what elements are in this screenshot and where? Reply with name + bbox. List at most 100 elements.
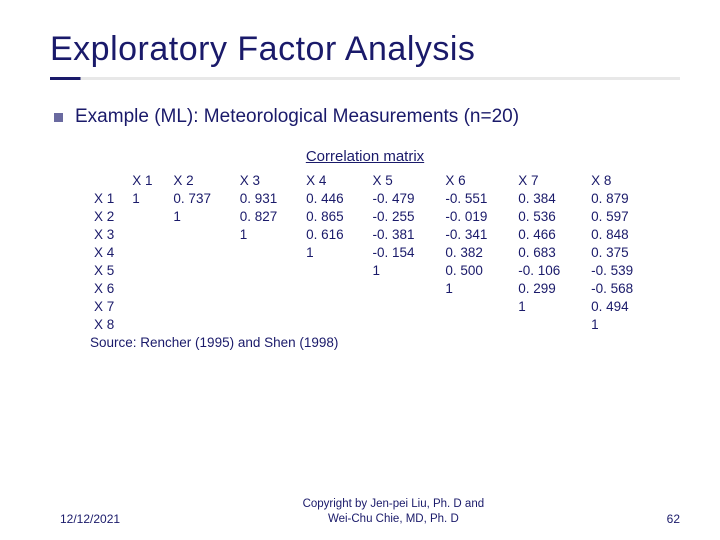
- footer-copyright: Copyright by Jen-pei Liu, Ph. D and Wei-…: [120, 497, 667, 526]
- subtitle-text: Example (ML): Meteorological Measurement…: [75, 106, 519, 128]
- cell: [169, 225, 235, 243]
- matrix-heading: Correlation matrix: [50, 148, 680, 165]
- cell: [169, 243, 235, 261]
- cell: 1: [441, 279, 514, 297]
- cell: [236, 243, 302, 261]
- cell: [514, 315, 587, 333]
- bullet-item: Example (ML): Meteorological Measurement…: [54, 106, 680, 128]
- cell: -0. 539: [587, 261, 660, 279]
- col-header: X 4: [302, 171, 368, 189]
- cell: 0. 827: [236, 207, 302, 225]
- square-bullet-icon: [54, 113, 63, 122]
- cell: 0. 384: [514, 189, 587, 207]
- cell: 0. 466: [514, 225, 587, 243]
- cell: [368, 279, 441, 297]
- cell: 0. 879: [587, 189, 660, 207]
- col-header: X 2: [169, 171, 235, 189]
- cell: 0. 616: [302, 225, 368, 243]
- cell: [128, 279, 169, 297]
- source-citation: Source: Rencher (1995) and Shen (1998): [90, 335, 680, 350]
- cell: [236, 279, 302, 297]
- cell: 0. 737: [169, 189, 235, 207]
- cell: -0. 106: [514, 261, 587, 279]
- cell: [302, 297, 368, 315]
- cell: -0. 479: [368, 189, 441, 207]
- cell: [128, 261, 169, 279]
- cell: 0. 536: [514, 207, 587, 225]
- row-header: X 8: [90, 315, 128, 333]
- cell: 1: [514, 297, 587, 315]
- cell: 0. 597: [587, 207, 660, 225]
- cell: 0. 683: [514, 243, 587, 261]
- cell: -0. 568: [587, 279, 660, 297]
- cell: 0. 375: [587, 243, 660, 261]
- cell: [236, 315, 302, 333]
- cell: 0. 446: [302, 189, 368, 207]
- col-header: X 6: [441, 171, 514, 189]
- cell: [302, 261, 368, 279]
- cell: 0. 299: [514, 279, 587, 297]
- cell: [128, 315, 169, 333]
- table-row: X 7 1 0. 494: [90, 297, 660, 315]
- cell: [128, 297, 169, 315]
- cell: [302, 279, 368, 297]
- cell: 1: [236, 225, 302, 243]
- row-header: X 4: [90, 243, 128, 261]
- cell: 0. 494: [587, 297, 660, 315]
- cell: [236, 261, 302, 279]
- cell: -0. 381: [368, 225, 441, 243]
- copyright-line: Copyright by Jen-pei Liu, Ph. D and: [303, 498, 485, 510]
- cell: [169, 297, 235, 315]
- table-row: X 6 1 0. 299 -0. 568: [90, 279, 660, 297]
- slide-footer: 12/12/2021 Copyright by Jen-pei Liu, Ph.…: [0, 497, 720, 526]
- cell: [441, 315, 514, 333]
- cell: -0. 551: [441, 189, 514, 207]
- cell: 1: [302, 243, 368, 261]
- row-header: X 7: [90, 297, 128, 315]
- row-header: X 1: [90, 189, 128, 207]
- col-header: X 8: [587, 171, 660, 189]
- cell: 0. 500: [441, 261, 514, 279]
- cell: [302, 315, 368, 333]
- cell: 1: [587, 315, 660, 333]
- row-header: X 3: [90, 225, 128, 243]
- correlation-matrix: X 1 X 2 X 3 X 4 X 5 X 6 X 7 X 8 X 1 1 0.…: [90, 171, 660, 333]
- cell: 0. 382: [441, 243, 514, 261]
- col-header: X 7: [514, 171, 587, 189]
- col-header: X 5: [368, 171, 441, 189]
- cell: [368, 315, 441, 333]
- cell: [169, 279, 235, 297]
- row-header: X 2: [90, 207, 128, 225]
- copyright-line: Wei-Chu Chie, MD, Ph. D: [328, 513, 459, 525]
- cell: 0. 848: [587, 225, 660, 243]
- table-row: X 1 1 0. 737 0. 931 0. 446 -0. 479 -0. 5…: [90, 189, 660, 207]
- cell: [128, 225, 169, 243]
- cell: [169, 315, 235, 333]
- cell: 0. 865: [302, 207, 368, 225]
- cell: -0. 019: [441, 207, 514, 225]
- cell: -0. 154: [368, 243, 441, 261]
- cell: -0. 255: [368, 207, 441, 225]
- cell: [236, 297, 302, 315]
- col-header: X 1: [128, 171, 169, 189]
- table-row: X 5 1 0. 500 -0. 106 -0. 539: [90, 261, 660, 279]
- slide-title: Exploratory Factor Analysis: [50, 30, 680, 80]
- table-row: X 2 1 0. 827 0. 865 -0. 255 -0. 019 0. 5…: [90, 207, 660, 225]
- cell: -0. 341: [441, 225, 514, 243]
- cell: [169, 261, 235, 279]
- row-header: X 5: [90, 261, 128, 279]
- cell: [128, 243, 169, 261]
- table-row: X 3 1 0. 616 -0. 381 -0. 341 0. 466 0. 8…: [90, 225, 660, 243]
- cell: 1: [368, 261, 441, 279]
- table-row: X 4 1 -0. 154 0. 382 0. 683 0. 375: [90, 243, 660, 261]
- cell: [128, 207, 169, 225]
- cell: 1: [128, 189, 169, 207]
- table-row: X 8 1: [90, 315, 660, 333]
- row-header: X 6: [90, 279, 128, 297]
- footer-page-number: 62: [667, 512, 680, 526]
- cell: [441, 297, 514, 315]
- cell: 0. 931: [236, 189, 302, 207]
- cell: [368, 297, 441, 315]
- correlation-table: X 1 X 2 X 3 X 4 X 5 X 6 X 7 X 8 X 1 1 0.…: [90, 171, 660, 333]
- table-header-row: X 1 X 2 X 3 X 4 X 5 X 6 X 7 X 8: [90, 171, 660, 189]
